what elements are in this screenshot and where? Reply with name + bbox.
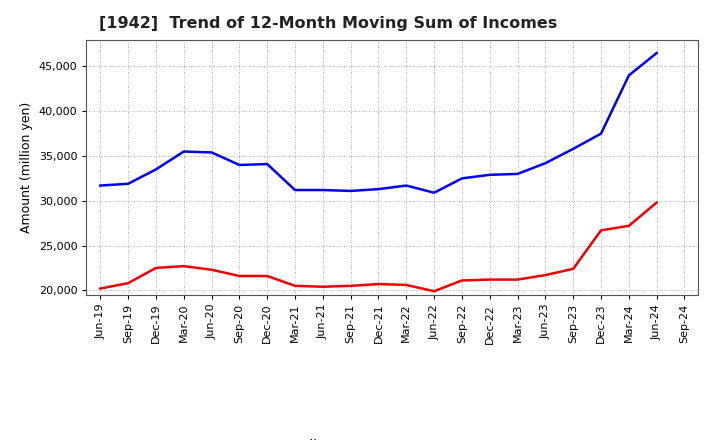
Line: Ordinary Income: Ordinary Income [100, 53, 657, 193]
Ordinary Income [402, 183, 410, 188]
Net Income [124, 281, 132, 286]
Ordinary Income [179, 149, 188, 154]
Net Income [235, 273, 243, 279]
Ordinary Income [124, 181, 132, 187]
Net Income [430, 289, 438, 294]
Net Income [652, 200, 661, 205]
Ordinary Income [513, 171, 522, 176]
Net Income [597, 227, 606, 233]
Net Income [541, 272, 550, 278]
Net Income [458, 278, 467, 283]
Ordinary Income [541, 161, 550, 166]
Net Income [513, 277, 522, 282]
Ordinary Income [152, 167, 161, 172]
Ordinary Income [235, 162, 243, 168]
Net Income [291, 283, 300, 289]
Net Income [96, 286, 104, 291]
Net Income [374, 282, 383, 287]
Net Income [485, 277, 494, 282]
Ordinary Income [374, 187, 383, 192]
Ordinary Income [652, 51, 661, 56]
Y-axis label: Amount (million yen): Amount (million yen) [20, 102, 33, 233]
Text: [1942]  Trend of 12-Month Moving Sum of Incomes: [1942] Trend of 12-Month Moving Sum of I… [99, 16, 557, 32]
Ordinary Income [346, 188, 355, 194]
Net Income [624, 223, 633, 228]
Net Income [179, 264, 188, 269]
Net Income [402, 282, 410, 288]
Ordinary Income [624, 73, 633, 78]
Net Income [207, 267, 216, 272]
Net Income [318, 284, 327, 290]
Net Income [263, 273, 271, 279]
Ordinary Income [207, 150, 216, 155]
Ordinary Income [318, 187, 327, 193]
Ordinary Income [597, 131, 606, 136]
Ordinary Income [263, 161, 271, 167]
Net Income [569, 266, 577, 271]
Ordinary Income [96, 183, 104, 188]
Ordinary Income [458, 176, 467, 181]
Ordinary Income [291, 187, 300, 193]
Ordinary Income [485, 172, 494, 177]
Ordinary Income [569, 146, 577, 151]
Net Income [346, 283, 355, 289]
Legend: Ordinary Income, Net Income: Ordinary Income, Net Income [240, 434, 545, 440]
Ordinary Income [430, 190, 438, 195]
Line: Net Income: Net Income [100, 202, 657, 291]
Net Income [152, 265, 161, 271]
